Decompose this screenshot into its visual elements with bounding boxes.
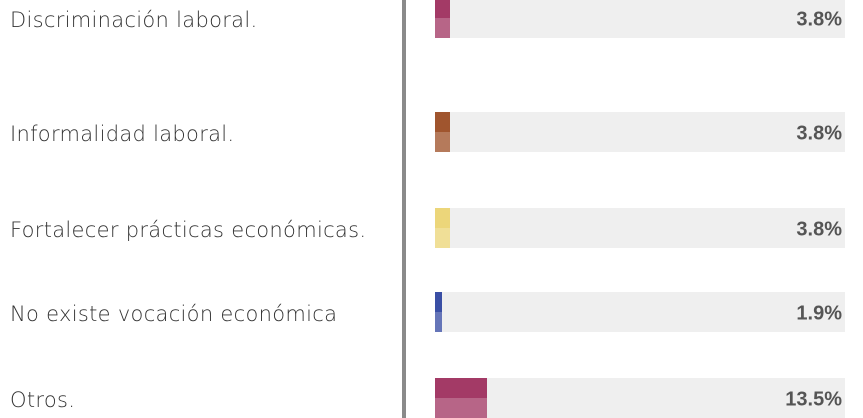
value-label: 3.8% — [796, 8, 842, 31]
bar — [435, 378, 487, 418]
value-label: 1.9% — [796, 302, 842, 325]
category-label: Otros. — [10, 388, 76, 412]
divider — [402, 0, 406, 418]
value-label: 3.8% — [796, 122, 842, 145]
bar — [435, 112, 450, 152]
bar — [435, 0, 450, 38]
bar-track — [435, 378, 845, 418]
category-label: Informalidad laboral. — [10, 122, 235, 146]
value-label: 13.5% — [785, 388, 842, 411]
bar-track — [435, 208, 845, 248]
value-label: 3.8% — [796, 218, 842, 241]
bar — [435, 208, 450, 248]
category-label: No existe vocación económica — [10, 302, 338, 326]
bar — [435, 292, 443, 332]
category-label: Fortalecer prácticas económicas. — [10, 218, 367, 242]
bar-track — [435, 0, 845, 38]
category-label: Discriminación laboral. — [10, 8, 258, 32]
bar-track — [435, 292, 845, 332]
bar-track — [435, 112, 845, 152]
